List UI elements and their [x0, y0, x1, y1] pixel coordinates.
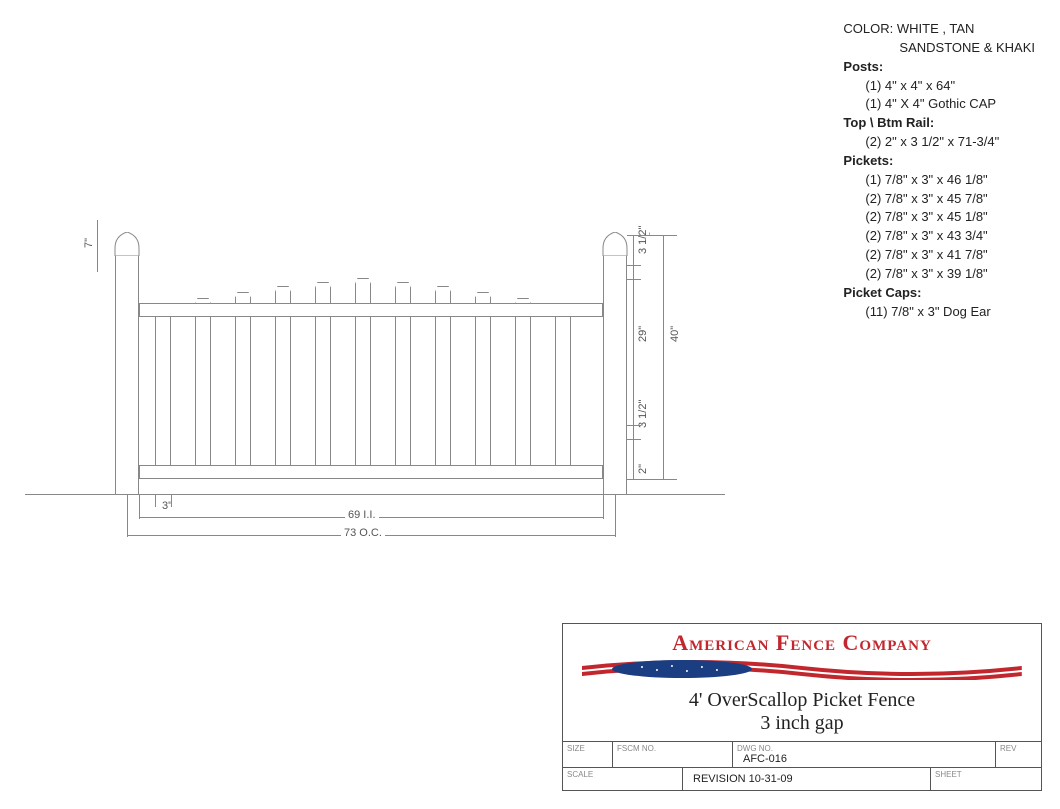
color-values-2: SANDSTONE & KHAKI: [843, 39, 1035, 58]
dim-left-7: 7": [83, 235, 95, 251]
titleblock-row-2: SCALE REVISION 10-31-09 SHEET: [563, 767, 1041, 790]
spec-block: COLOR: WHITE , TAN SANDSTONE & KHAKI Pos…: [843, 20, 1035, 322]
scale-label: SCALE: [567, 770, 678, 779]
spec-item: (11) 7/8" x 3" Dog Ear: [843, 303, 1035, 322]
spec-item: (2) 7/8" x 3" x 39 1/8": [843, 265, 1035, 284]
top-rail: [139, 303, 603, 317]
flag-logo-icon: [582, 658, 1022, 680]
color-values: WHITE , TAN: [897, 21, 975, 36]
fscm-label: FSCM NO.: [617, 744, 728, 753]
dog-ear-cap-icon: [315, 282, 331, 288]
product-title-2: 3 inch gap: [563, 712, 1041, 735]
spec-item: (2) 7/8" x 3" x 45 1/8": [843, 208, 1035, 227]
dog-ear-cap-icon: [395, 282, 411, 288]
dog-ear-cap-icon: [355, 278, 371, 284]
dwg-number: AFC-016: [737, 753, 991, 765]
dim-ii: 69 I.I.: [345, 509, 379, 521]
spec-item: (2) 7/8" x 3" x 41 7/8": [843, 246, 1035, 265]
spec-item: (1) 4" x 4" x 64": [843, 77, 1035, 96]
dim-r-btm2: 2": [637, 461, 649, 477]
dim-r-40: 40": [669, 323, 681, 345]
picket: [235, 297, 251, 479]
spec-item: (1) 7/8" x 3" x 46 1/8": [843, 171, 1035, 190]
product-title-1: 4' OverScallop Picket Fence: [563, 689, 1041, 712]
revision-text: REVISION 10-31-09: [687, 770, 926, 785]
dim-r-29: 29": [637, 323, 649, 345]
titleblock-row-1: SIZE FSCM NO. DWG NO. AFC-016 REV: [563, 741, 1041, 767]
bottom-rail: [139, 465, 603, 479]
spec-item: (2) 7/8" x 3" x 43 3/4": [843, 227, 1035, 246]
picket: [475, 297, 491, 479]
gothic-cap-icon: [601, 232, 629, 256]
spec-section-title: Picket Caps:: [843, 284, 1035, 303]
rev-label: REV: [1000, 744, 1037, 753]
dim-oc: 73 O.C.: [341, 527, 385, 539]
dim-picket-w: 3": [159, 500, 175, 512]
spec-section-title: Posts:: [843, 58, 1035, 77]
picket: [515, 303, 531, 479]
spec-item: (1) 4" X 4" Gothic CAP: [843, 95, 1035, 114]
dog-ear-cap-icon: [475, 292, 491, 298]
picket: [195, 303, 211, 479]
picket: [155, 311, 171, 479]
dog-ear-cap-icon: [235, 292, 251, 298]
picket: [435, 291, 451, 479]
dwg-label: DWG NO.: [737, 744, 991, 753]
left-post: [115, 255, 139, 495]
spec-item: (2) 7/8" x 3" x 45 7/8": [843, 190, 1035, 209]
sheet-label: SHEET: [935, 770, 1037, 779]
spec-section-title: Pickets:: [843, 152, 1035, 171]
color-label: COLOR:: [843, 21, 893, 36]
gothic-cap-icon: [113, 232, 141, 256]
picket: [555, 311, 571, 479]
dog-ear-cap-icon: [275, 286, 291, 292]
picket: [275, 291, 291, 479]
spec-item: (2) 2" x 3 1/2" x 71-3/4": [843, 133, 1035, 152]
size-label: SIZE: [567, 744, 608, 753]
dim-r-35: 3 1/2": [637, 223, 649, 257]
title-block: American Fence Company 4' OverScallop Pi…: [562, 623, 1042, 791]
right-post: [603, 255, 627, 495]
dog-ear-cap-icon: [435, 286, 451, 292]
fence-elevation-drawing: 7" 2" 3 1/2" 29" 40" 3 1/2" 2" 3" 69 I.I…: [115, 195, 665, 535]
company-name: American Fence Company: [563, 630, 1041, 656]
spec-section-title: Top \ Btm Rail:: [843, 114, 1035, 133]
